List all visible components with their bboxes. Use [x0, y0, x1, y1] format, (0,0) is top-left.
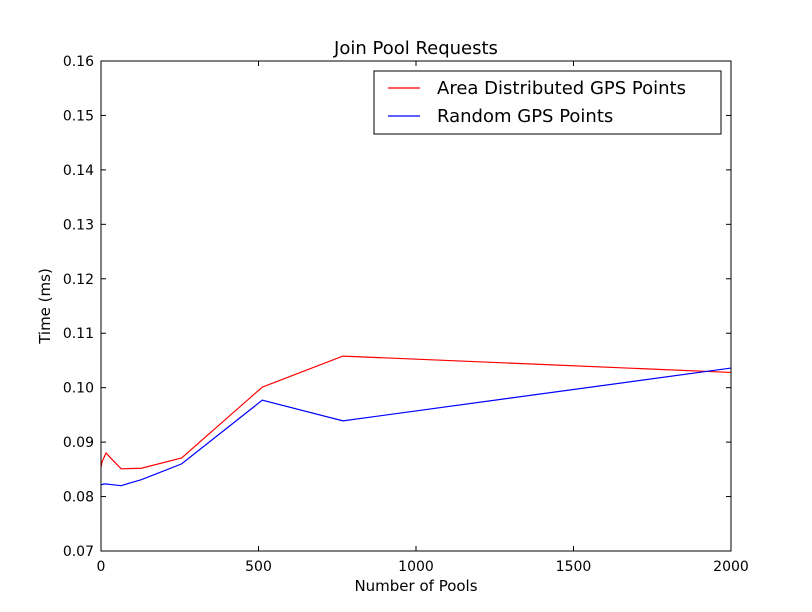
chart-title: Join Pool Requests [333, 38, 498, 59]
y-tick-label: 0.08 [63, 490, 94, 506]
x-axis-label: Number of Pools [354, 577, 477, 595]
y-tick-label: 0.16 [63, 54, 94, 70]
y-tick-label: 0.11 [63, 326, 94, 342]
y-axis-label: Time (ms) [36, 268, 54, 345]
series-line-area-distributed-gps-points [101, 355, 731, 470]
legend-box [373, 70, 722, 135]
x-tick-label: 0 [97, 559, 106, 575]
y-tick-label: 0.09 [63, 435, 94, 451]
x-tick-label: 500 [245, 559, 272, 575]
series-line-random-gps-points [101, 367, 731, 487]
axis-ticks: 0 500 1000 1500 2000 0.07 0.08 0.09 0.10 0.11 0.12… [63, 54, 749, 575]
y-tick-label: 0.10 [63, 381, 94, 397]
y-tick-label: 0.15 [63, 108, 94, 124]
series-layer [101, 355, 731, 487]
x-tick-label: 1500 [556, 559, 592, 575]
x-tick-label: 2000 [713, 559, 749, 575]
y-tick-label: 0.13 [63, 217, 94, 233]
legend-label-random: Random GPS Points [437, 106, 613, 127]
y-tick-label: 0.12 [63, 272, 94, 288]
y-tick-label: 0.07 [63, 544, 94, 560]
legend: Area Distributed GPS Points Random GPS P… [373, 70, 722, 135]
x-tick-label: 1000 [398, 559, 434, 575]
legend-label-area-distributed: Area Distributed GPS Points [437, 78, 686, 99]
y-tick-label: 0.14 [63, 163, 94, 179]
